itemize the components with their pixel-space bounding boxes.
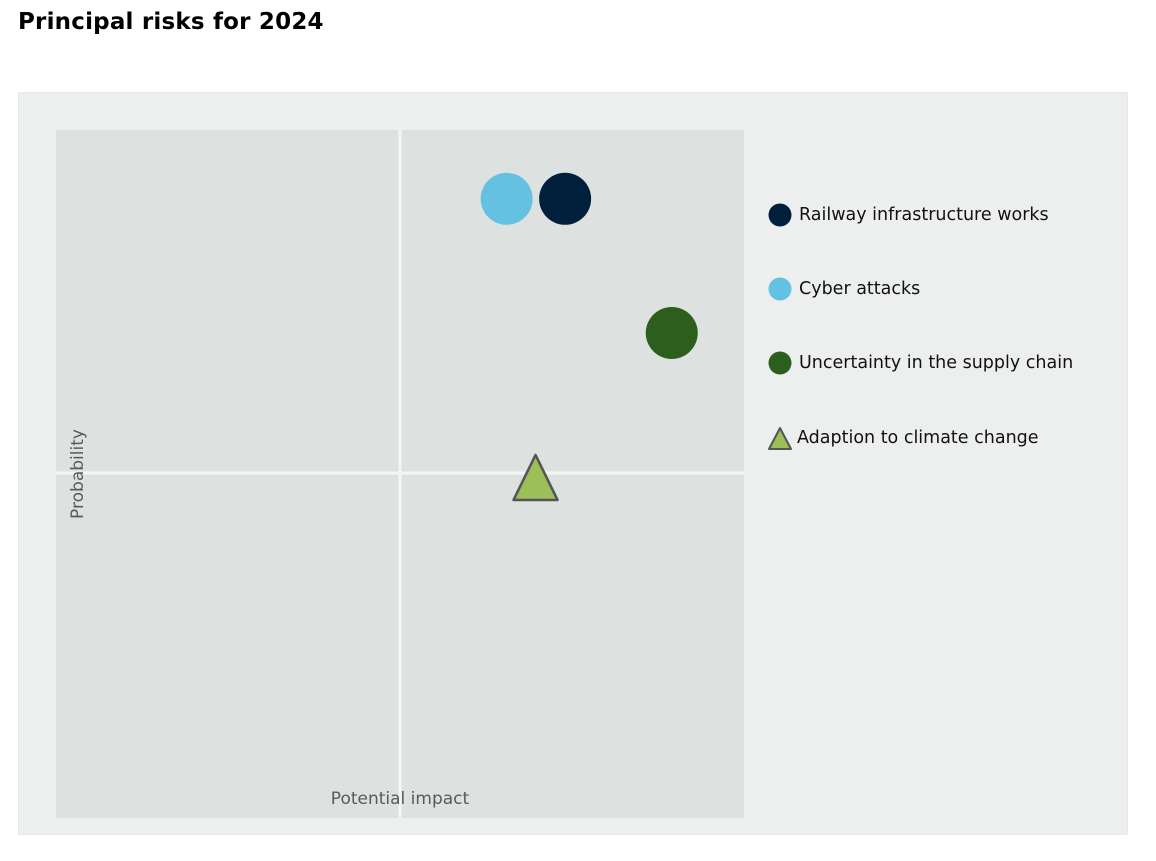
data-point-adaption-to-climate-change	[512, 453, 559, 502]
legend-marker-supply-chain	[768, 351, 792, 375]
data-point-railway-infrastructure-works	[539, 172, 592, 225]
legend-marker-railway	[768, 203, 792, 227]
legend-circle-icon	[768, 351, 792, 375]
legend-item-supply-chain: Uncertainty in the supply chain	[768, 351, 1073, 375]
legend-circle-icon	[768, 277, 792, 301]
y-axis-label: Probability	[68, 429, 88, 519]
legend-triangle-icon	[768, 427, 792, 450]
x-axis-label: Potential impact	[331, 789, 470, 809]
legend-label-railway: Railway infrastructure works	[799, 205, 1049, 225]
data-point-uncertainty-in-the-supply-chain	[645, 306, 698, 359]
legend-item-railway: Railway infrastructure works	[768, 203, 1049, 227]
chart-panel: Potential impact Probability Railway inf…	[18, 92, 1128, 835]
risk-matrix-chart: Potential impact Probability	[56, 130, 744, 818]
legend-item-cyber: Cyber attacks	[768, 277, 920, 301]
legend-marker-cyber	[768, 277, 792, 301]
legend-item-climate: Adaption to climate change	[768, 426, 1039, 450]
legend-label-climate: Adaption to climate change	[797, 428, 1039, 448]
data-point-cyber-attacks	[480, 172, 533, 225]
legend-label-cyber: Cyber attacks	[799, 279, 921, 299]
data-points	[480, 172, 698, 502]
page-title: Principal risks for 2024	[18, 9, 324, 35]
legend-marker-climate	[768, 426, 792, 450]
legend-circle-icon	[768, 203, 792, 227]
legend-label-supply-chain: Uncertainty in the supply chain	[799, 353, 1074, 373]
